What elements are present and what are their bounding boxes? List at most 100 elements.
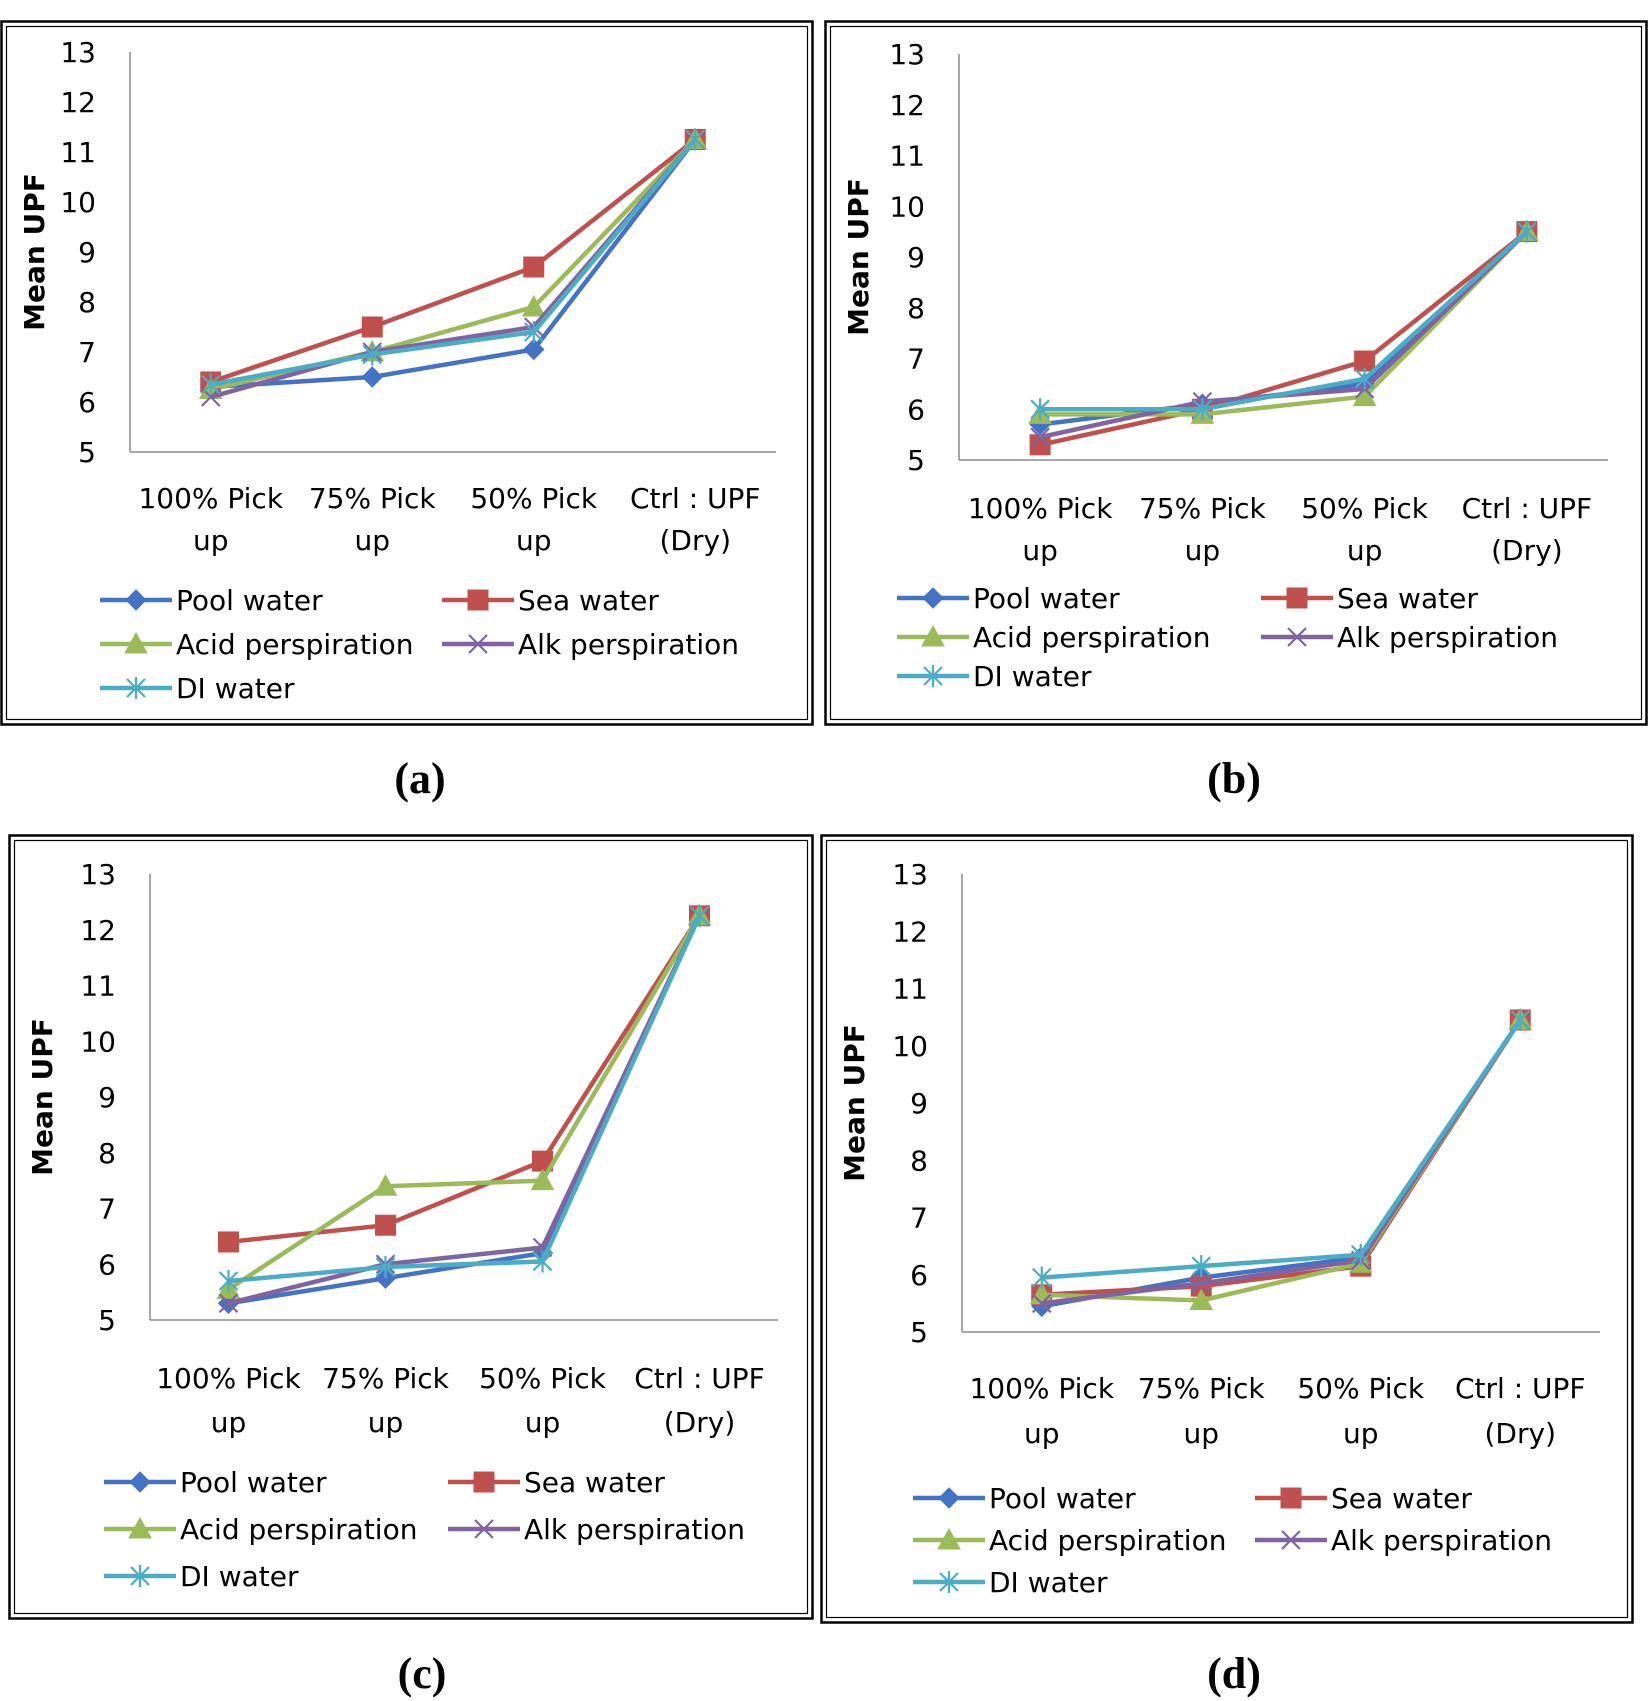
series-line-di-water [1040, 229, 1529, 412]
y-tick-label: 5 [907, 444, 925, 477]
legend-marker-acid-perspiration [128, 1516, 152, 1539]
data-point-di-water [1031, 1266, 1052, 1289]
legend-marker-di-water [126, 677, 146, 699]
y-tick-label: 8 [910, 1144, 928, 1177]
data-point-di-water [1510, 1008, 1531, 1031]
y-axis-title: Mean UPF [838, 1024, 871, 1182]
x-category-label: 50% Pick [470, 482, 598, 515]
chart-panel-c: 13 12 11 10 9 8 7 6 5 Mean UPF 100% Pick up 75% Pick… [8, 834, 814, 1620]
legend-marker-alk-perspiration [1281, 1530, 1301, 1550]
data-point-di-water [362, 343, 383, 366]
data-point-di-water [689, 904, 710, 927]
y-tick-label: 6 [78, 386, 96, 419]
y-tick-label: 10 [892, 1030, 928, 1063]
y-tick-label: 12 [60, 86, 96, 119]
x-category-label: 100% Pick [138, 482, 283, 515]
x-category-label: 75% Pick [1138, 1372, 1266, 1405]
x-category-label: 75% Pick [1139, 492, 1267, 525]
series-line-sea-water [1039, 229, 1529, 447]
data-point-di-water [1517, 220, 1537, 243]
chart-frame-inner [829, 25, 1643, 721]
caption-c: (c) [397, 1649, 447, 1698]
x-category-label: Ctrl : UPF [634, 1362, 765, 1395]
x-category-label: up [211, 1406, 247, 1439]
legend-label-acid-perspiration: Acid perspiration [176, 628, 413, 661]
chart-frame [824, 20, 1648, 726]
x-category-label: 50% Pick [1297, 1372, 1425, 1405]
y-tick-label: 10 [889, 190, 925, 223]
legend-label-acid-perspiration: Acid perspiration [973, 621, 1210, 654]
legend-marker-alk-perspiration [1287, 627, 1307, 647]
data-point-acid-perspiration [530, 1168, 555, 1191]
data-point-di-water [375, 1256, 396, 1279]
y-tick-label: 10 [80, 1025, 116, 1058]
y-tick-label: 11 [889, 140, 925, 173]
x-category-label: Ctrl : UPF [630, 482, 761, 515]
legend-label-pool-water: Pool water [180, 1466, 327, 1499]
chart-frame-inner [5, 25, 809, 721]
legend-marker-acid-perspiration [937, 1527, 961, 1550]
y-tick-label: 7 [907, 343, 925, 376]
series-line-di-water [228, 914, 702, 1284]
x-category-label: Ctrl : UPF [1455, 1372, 1586, 1405]
x-category-label: up [1185, 534, 1221, 567]
series-line-acid-perspiration [227, 914, 702, 1292]
x-category-label: 50% Pick [479, 1362, 607, 1395]
y-tick-label: 10 [60, 186, 96, 219]
x-category-label: up [1343, 1417, 1379, 1450]
chart-panel-a: 13 12 11 10 9 8 7 6 5 Mean UPF 100% Pick up 75% Pick… [0, 20, 814, 726]
data-point-sea-water [1029, 434, 1051, 456]
x-category-label: up [368, 1406, 404, 1439]
legend-label-alk-perspiration: Alk perspiration [1337, 621, 1558, 654]
legend-marker-pool-water [129, 1471, 151, 1493]
legend-marker-sea-water [1286, 587, 1308, 609]
legend-label-sea-water: Sea water [1331, 1482, 1472, 1515]
x-category-label: 100% Pick [969, 1372, 1114, 1405]
x-category-label: 100% Pick [968, 492, 1113, 525]
x-category-label: 100% Pick [156, 1362, 301, 1395]
caption-d: (d) [1207, 1649, 1261, 1698]
legend-marker-alk-perspiration [468, 634, 488, 654]
data-point-di-water [685, 128, 706, 151]
data-point-di-water [523, 321, 544, 343]
data-point-acid-perspiration [521, 294, 546, 317]
chart-panel-d: 13 12 11 10 9 8 7 6 5 Mean UPF 100% Pick up 75% Pick… [820, 834, 1634, 1624]
chart-d-svg: 13 12 11 10 9 8 7 6 5 Mean UPF 100% Pick up 75% Pick… [820, 834, 1634, 1624]
data-point-sea-water [523, 256, 545, 278]
data-point-pool-water [523, 338, 545, 361]
legend-marker-alk-perspiration [474, 1519, 494, 1539]
legend-marker-sea-water [467, 589, 489, 611]
data-point-acid-perspiration [1189, 1288, 1214, 1311]
y-tick-label: 12 [889, 89, 925, 122]
legend-label-sea-water: Sea water [518, 584, 659, 617]
y-tick-label: 11 [80, 970, 116, 1003]
legend-label-alk-perspiration: Alk perspiration [518, 628, 739, 661]
legend-label-alk-perspiration: Alk perspiration [1331, 1524, 1552, 1557]
legend-label-acid-perspiration: Acid perspiration [989, 1524, 1226, 1557]
y-axis-title: Mean UPF [18, 173, 51, 331]
data-point-di-water [532, 1250, 553, 1273]
legend-label-pool-water: Pool water [176, 584, 323, 617]
y-tick-label: 9 [78, 236, 96, 269]
legend-marker-pool-water [922, 587, 944, 609]
data-point-alk-perspiration [1030, 427, 1050, 447]
chart-panel-b: 13 12 11 10 9 8 7 6 5 Mean UPF 100% Pick up 75% Pick… [824, 20, 1648, 726]
x-category-label: (Dry) [1491, 534, 1563, 567]
y-tick-label: 5 [78, 436, 96, 469]
legend-marker-pool-water [938, 1487, 960, 1509]
x-category-label: up [1024, 1417, 1060, 1450]
series-line-pool-water [210, 138, 698, 390]
series-line-acid-perspiration [1040, 230, 1529, 417]
chart-c-svg: 13 12 11 10 9 8 7 6 5 Mean UPF 100% Pick up 75% Pick… [8, 834, 814, 1620]
chart-frame [8, 834, 814, 1620]
x-category-label: (Dry) [660, 524, 732, 557]
y-tick-label: 6 [907, 393, 925, 426]
data-point-di-water [1350, 1243, 1371, 1266]
y-tick-label: 13 [80, 858, 116, 891]
chart-frame-inner [13, 839, 809, 1615]
legend-label-acid-perspiration: Acid perspiration [180, 1513, 417, 1546]
y-tick-label: 11 [60, 136, 96, 169]
series-line-di-water [210, 138, 697, 387]
data-point-di-water [218, 1269, 239, 1292]
y-axis-title: Mean UPF [26, 1018, 59, 1176]
